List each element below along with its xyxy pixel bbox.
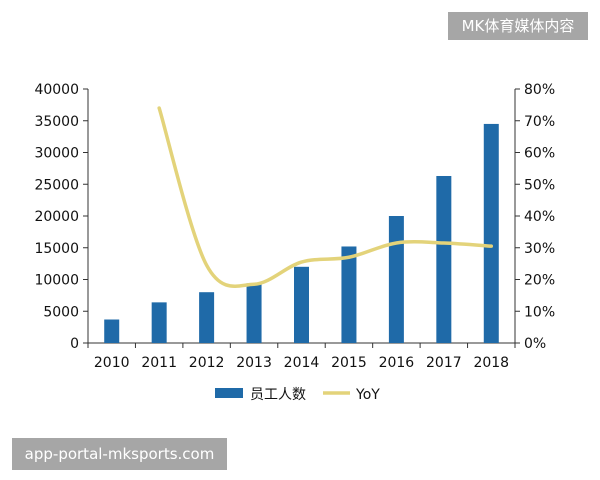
- y-left-tick-label: 5000: [43, 304, 79, 320]
- watermark-bottom: app-portal-mksports.com: [12, 438, 227, 470]
- y-left-tick-label: 20000: [34, 209, 79, 225]
- bar-2012: [199, 292, 215, 343]
- bar-2016: [388, 216, 404, 343]
- y-left-tick-label: 35000: [34, 114, 79, 130]
- y-right-tick-label: 20%: [524, 273, 555, 289]
- y-right-tick-label: 30%: [524, 241, 555, 257]
- y-left-tick-label: 25000: [34, 177, 79, 193]
- y-right-tick-label: 50%: [524, 177, 555, 193]
- legend-label-headcount: 员工人数: [250, 387, 306, 403]
- line-series: [157, 106, 494, 288]
- bar-2015: [341, 246, 357, 343]
- y-left-tick-label: 0: [70, 336, 79, 352]
- y-right-tick-label: 80%: [524, 82, 555, 98]
- x-tick-label: 2010: [94, 355, 130, 371]
- tick-labels: 0 5000 10000 15000 20000 25000 30000 35000 40000…: [34, 82, 555, 371]
- x-tick-label: 2014: [284, 355, 320, 371]
- legend-label-yoy: YoY: [355, 387, 380, 403]
- y-right-tick-label: 70%: [524, 114, 555, 130]
- y-left-tick-label: 30000: [34, 146, 79, 162]
- watermark-top: MK体育媒体内容: [448, 12, 588, 40]
- y-left-tick-label: 15000: [34, 241, 79, 257]
- x-tick-label: 2011: [141, 355, 177, 371]
- bar-2018: [483, 123, 499, 343]
- y-right-tick-label: 60%: [524, 146, 555, 162]
- bar-2013: [246, 283, 262, 343]
- bar-2011: [151, 302, 167, 343]
- x-tick-label: 2015: [331, 355, 367, 371]
- x-tick-label: 2012: [189, 355, 225, 371]
- x-tick-label: 2016: [379, 355, 415, 371]
- y-right-tick-label: 0%: [524, 336, 546, 352]
- x-tick-label: 2013: [236, 355, 272, 371]
- bar-2010: [104, 319, 120, 343]
- bar-2014: [294, 266, 309, 343]
- x-tick-label: 2018: [473, 355, 509, 371]
- y-left-tick-label: 10000: [34, 273, 79, 289]
- y-right-tick-label: 10%: [524, 304, 555, 320]
- x-tick-label: 2017: [426, 355, 462, 371]
- y-right-tick-label: 40%: [524, 209, 555, 225]
- bar-series: [104, 123, 499, 343]
- legend-swatch-headcount: [215, 388, 243, 398]
- y-left-tick-label: 40000: [34, 82, 79, 98]
- bar-2017: [436, 175, 452, 343]
- yoy-line: [157, 106, 494, 288]
- legend: 员工人数 YoY: [215, 387, 380, 403]
